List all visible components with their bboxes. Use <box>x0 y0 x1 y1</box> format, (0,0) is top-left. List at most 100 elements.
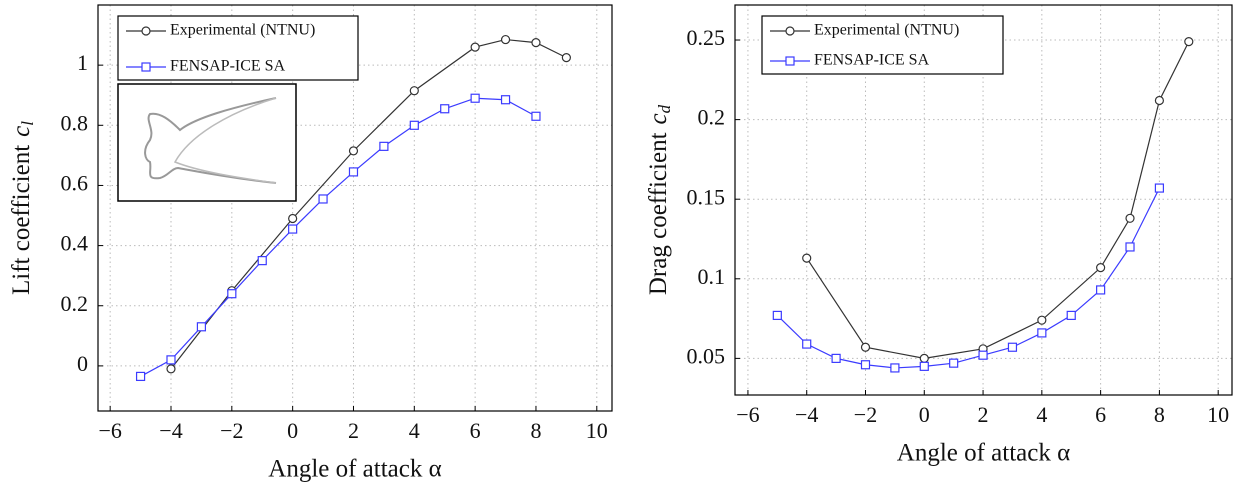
y-label-subscript: l <box>18 121 37 126</box>
marker <box>860 360 871 370</box>
legend-marker <box>141 26 151 36</box>
marker <box>348 167 359 177</box>
marker <box>166 364 176 374</box>
marker <box>561 53 571 63</box>
airfoil-inset <box>117 83 297 202</box>
legend-marker <box>141 62 151 72</box>
series-line <box>776 187 1160 369</box>
marker <box>379 141 389 151</box>
marker <box>1125 242 1135 252</box>
marker <box>531 37 541 48</box>
x-tick-label: 6 <box>1095 402 1106 427</box>
x-tick-label: −4 <box>795 402 818 427</box>
marker <box>227 289 237 299</box>
y-label-symbol: c <box>8 126 35 137</box>
x-tick-label: 2 <box>978 402 989 427</box>
marker <box>860 342 871 352</box>
marker <box>1154 95 1165 106</box>
airfoil-clean <box>173 97 277 184</box>
y-tick-label: 1 <box>77 50 88 75</box>
marker <box>135 371 146 382</box>
legend-label: Experimental (NTNU) <box>170 22 315 39</box>
x-axis-label: Angle of attack α <box>268 456 441 483</box>
x-tick-label: −2 <box>220 418 243 443</box>
marker <box>318 194 328 204</box>
marker <box>288 224 298 234</box>
x-tick-label: 10 <box>1207 402 1229 427</box>
marker <box>919 361 929 371</box>
y-label-text: Drag coefficient <box>645 132 672 295</box>
marker <box>1125 213 1135 223</box>
marker <box>409 86 419 96</box>
y-tick-label: 0.6 <box>61 170 89 195</box>
marker <box>470 42 480 52</box>
x-tick-label: 0 <box>919 402 930 427</box>
marker <box>500 95 511 105</box>
legend-label: Experimental (NTNU) <box>814 22 959 39</box>
y-axis-label: Lift coefficient cl <box>8 121 37 295</box>
marker <box>831 353 841 363</box>
y-tick-label: 0.8 <box>61 110 89 135</box>
x-tick-label: 8 <box>530 418 541 443</box>
marker <box>1184 37 1194 47</box>
x-axis-label: Angle of attack α <box>897 440 1070 467</box>
x-tick-label: 8 <box>1154 402 1165 427</box>
y-tick-label: 0.1 <box>698 264 726 289</box>
x-tick-label: 2 <box>348 418 359 443</box>
marker <box>1037 328 1047 338</box>
y-label-symbol: c <box>645 113 672 124</box>
marker <box>890 363 900 373</box>
marker <box>802 253 812 263</box>
marker <box>196 322 207 332</box>
y-tick-label: 0.2 <box>61 291 89 316</box>
marker <box>1007 342 1018 352</box>
legend-marker <box>785 56 795 66</box>
marker <box>772 310 782 321</box>
y-tick-label: 0 <box>77 351 88 376</box>
airfoil-shape <box>144 97 277 184</box>
x-tick-label: −6 <box>736 402 759 427</box>
legend-box <box>761 15 1004 75</box>
marker <box>1037 315 1047 325</box>
marker <box>1066 310 1076 321</box>
marker <box>348 146 359 156</box>
y-tick-label: 0.2 <box>698 105 726 130</box>
y-tick-label: 0.15 <box>687 184 726 209</box>
y-tick-label: 0.4 <box>61 231 89 256</box>
x-tick-label: 4 <box>409 418 420 443</box>
x-tick-label: 6 <box>470 418 481 443</box>
marker <box>1154 183 1165 193</box>
marker <box>1096 285 1106 295</box>
plot-frame <box>734 4 1233 396</box>
inset-frame <box>117 83 297 202</box>
x-tick-label: 10 <box>586 418 608 443</box>
legend-box <box>117 15 359 81</box>
marker <box>919 353 929 363</box>
x-tick-label: −4 <box>159 418 182 443</box>
x-tick-label: 0 <box>287 418 298 443</box>
marker <box>500 34 511 45</box>
x-tick-label: −2 <box>854 402 877 427</box>
y-label-subscript: d <box>655 104 674 113</box>
marker <box>470 93 480 103</box>
marker <box>409 120 419 130</box>
marker <box>978 350 988 360</box>
marker <box>166 355 176 365</box>
marker <box>531 111 541 121</box>
legend-label: FENSAP-ICE SA <box>170 58 286 75</box>
marker <box>949 358 959 368</box>
legend-label: FENSAP-ICE SA <box>814 52 930 69</box>
marker <box>1096 263 1106 273</box>
marker <box>288 213 298 224</box>
y-axis-label: Drag coefficient cd <box>645 104 674 295</box>
plot-frame <box>97 4 613 412</box>
marker <box>257 256 267 266</box>
y-tick-label: 0.05 <box>687 343 726 368</box>
legend-marker <box>785 26 795 36</box>
series-line <box>806 41 1190 359</box>
marker <box>802 339 812 349</box>
x-tick-label: 4 <box>1036 402 1047 427</box>
x-tick-label: −6 <box>98 418 121 443</box>
marker <box>440 104 450 114</box>
